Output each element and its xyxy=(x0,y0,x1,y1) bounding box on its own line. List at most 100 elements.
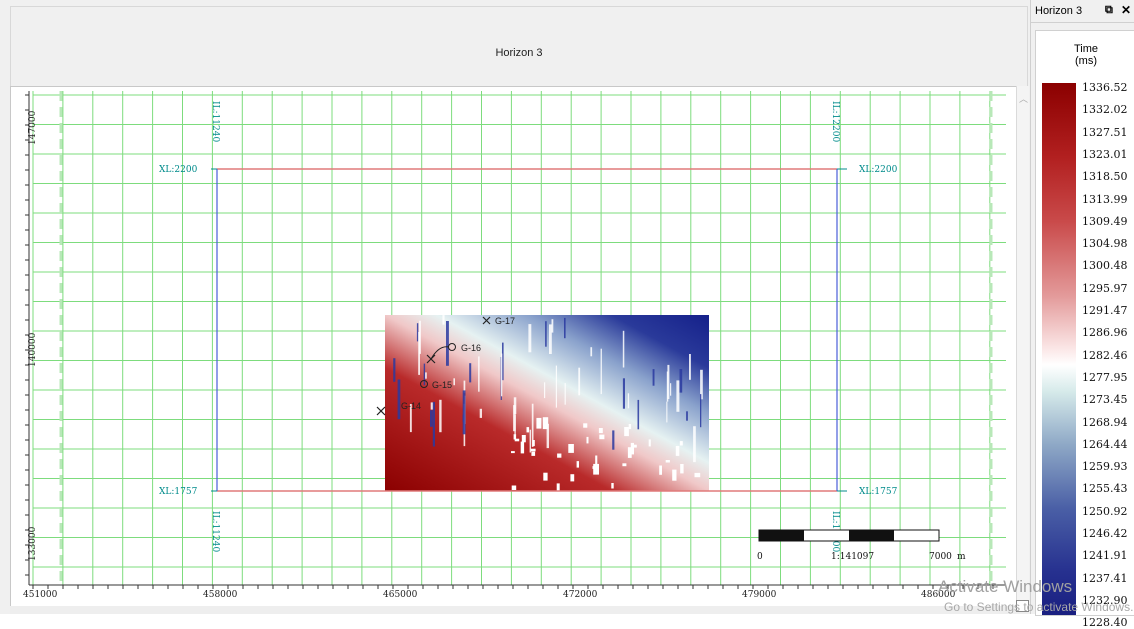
horizon-streak xyxy=(676,380,680,412)
legend-value: 1295.97 xyxy=(1082,281,1128,295)
horizon-streak xyxy=(564,383,566,405)
horizon-gap xyxy=(570,474,575,482)
horizon-gap xyxy=(511,485,517,490)
legend-value: 1268.94 xyxy=(1082,415,1128,429)
legend-value: 1232.90 xyxy=(1082,593,1128,607)
y-tick-label: 147000 xyxy=(28,110,38,145)
x-tick-label: 451000 xyxy=(23,590,58,600)
well-cross-icon xyxy=(376,406,386,416)
horizon-gap xyxy=(576,461,579,468)
well-label: G-14 xyxy=(401,401,421,411)
well-circle-icon xyxy=(448,343,456,351)
color-scale-bar xyxy=(1042,83,1076,615)
scale-bar: 0 1:141097 7000 m xyxy=(757,529,966,562)
xl-top-label-right: XL:2200 xyxy=(859,165,898,175)
horizon-gap xyxy=(624,427,629,437)
horizon-streak xyxy=(551,319,554,333)
horizon-streak xyxy=(432,401,435,447)
well-g17[interactable]: G-17 xyxy=(482,316,515,326)
horizon-streak xyxy=(666,401,668,423)
horizon-gap xyxy=(665,460,670,463)
well-g14[interactable]: G-14 xyxy=(376,401,421,416)
resize-corner[interactable] xyxy=(1016,600,1029,612)
horizon-streak xyxy=(439,399,442,433)
horizon-gap xyxy=(511,451,515,454)
legend-header: Horizon 3 ⧉ ✕ xyxy=(1031,0,1134,23)
horizon-streak xyxy=(700,369,703,400)
map-view[interactable]: XL:2200 XL:2200 XL:1757 XL:1757 IL:11240… xyxy=(11,87,1017,607)
legend-value: 1286.96 xyxy=(1082,326,1128,340)
horizon-gap xyxy=(556,483,560,493)
scroll-up-icon[interactable]: ︿ xyxy=(1019,94,1029,104)
horizon-streak xyxy=(622,330,625,368)
horizon-speckles xyxy=(393,315,703,493)
legend-value: 1273.45 xyxy=(1082,393,1128,407)
horizon-streak xyxy=(446,321,449,366)
well-path xyxy=(430,346,450,360)
legend-unit: (ms) xyxy=(1075,55,1097,67)
legend-value: 1237.41 xyxy=(1082,571,1128,585)
pin-icon[interactable]: ⧉ xyxy=(1105,4,1113,16)
horizon-streak xyxy=(430,410,433,427)
horizon-streak xyxy=(462,390,466,435)
horizon-streak xyxy=(600,348,602,395)
horizon-streak xyxy=(393,358,396,382)
close-icon[interactable]: ✕ xyxy=(1121,3,1132,17)
horizon-streak xyxy=(514,414,516,435)
legend-value: 1255.43 xyxy=(1082,482,1128,496)
horizon-gap xyxy=(680,464,684,474)
horizon-streak xyxy=(502,342,504,381)
horizon-streak xyxy=(430,402,434,410)
map-window: Horizon 3 xyxy=(0,0,1030,614)
horizon-streak xyxy=(612,430,615,450)
horizon-gap xyxy=(536,417,542,429)
map-title: Horizon 3 xyxy=(495,47,543,59)
horizon-gap xyxy=(530,448,536,452)
horizon-streak xyxy=(590,347,593,357)
il-start-label-bottom: IL:11240 xyxy=(210,511,220,552)
legend-value: 1327.51 xyxy=(1082,125,1128,139)
horizon-gap xyxy=(659,465,662,475)
y-tick-label: 140000 xyxy=(28,332,38,367)
horizon-streak xyxy=(409,404,412,433)
scale-bar-ratio: 1:141097 xyxy=(831,552,874,562)
well-g16[interactable]: G-16 xyxy=(426,343,481,364)
map-canvas[interactable]: XL:2200 XL:2200 XL:1757 XL:1757 IL:11240… xyxy=(10,86,1018,608)
horizon-gap xyxy=(611,483,614,489)
horizon-gap xyxy=(532,440,535,447)
horizon-gap xyxy=(694,472,701,478)
horizon-streak xyxy=(469,363,472,383)
horizon-gap xyxy=(675,446,680,456)
horizon-streak xyxy=(627,393,630,409)
legend-value: 1323.01 xyxy=(1082,147,1128,161)
horizontal-scrollbar[interactable] xyxy=(10,606,1028,614)
horizon-streak xyxy=(442,315,445,325)
y-axis-labels: 147000 140000 133000 xyxy=(28,110,38,561)
horizon-gap xyxy=(679,441,683,446)
well-label: G-15 xyxy=(432,380,452,390)
horizon-streak xyxy=(529,429,531,453)
horizon-gap xyxy=(628,424,632,430)
horizon-streak xyxy=(700,394,702,428)
horizon-streak xyxy=(549,324,552,354)
x-tick-label: 479000 xyxy=(742,590,777,600)
activation-watermark: Activate Windows xyxy=(938,577,1073,596)
horizon-streak xyxy=(667,364,670,399)
horizon-gap xyxy=(598,428,603,434)
horizon-surface xyxy=(385,315,709,491)
activation-watermark-hint: Go to Settings to activate Windows. xyxy=(944,600,1134,614)
map-title-bar: Horizon 3 xyxy=(10,6,1028,87)
horizon-streak xyxy=(670,383,672,396)
horizon-gap xyxy=(592,466,598,469)
horizon-gap xyxy=(631,444,637,448)
xl-bottom-label-right: XL:1757 xyxy=(859,487,898,497)
legend-value: 1241.91 xyxy=(1082,549,1128,563)
x-axis-labels: 451000 458000 465000 472000 479000 48600… xyxy=(23,590,956,600)
horizon-gap xyxy=(526,427,530,433)
vertical-scrollbar[interactable]: ︿ xyxy=(1016,86,1029,606)
well-g15[interactable]: G-15 xyxy=(420,380,453,390)
horizon-streak xyxy=(546,423,549,449)
horizon-gap xyxy=(543,472,548,481)
legend-value: 1304.98 xyxy=(1082,237,1128,251)
y-tick-label: 133000 xyxy=(28,526,38,561)
